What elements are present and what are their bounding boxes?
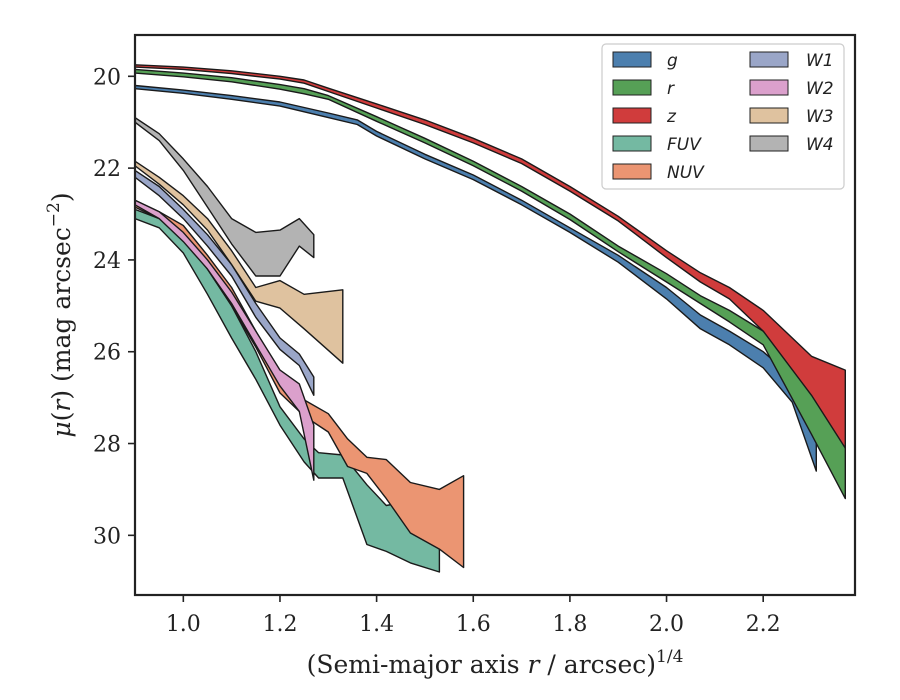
- legend-label-r: r: [667, 79, 675, 99]
- y-axis-ticks: 20 22 24 26 28 30: [93, 65, 135, 549]
- legend-swatch-w4: [749, 135, 789, 152]
- legend-swatch-r: [612, 79, 652, 96]
- legend-swatch-w3: [749, 107, 789, 124]
- band-areas: [135, 64, 846, 573]
- legend-label-nuv: NUV: [667, 163, 705, 183]
- legend-label-w2: W2: [806, 79, 834, 99]
- x-tick-label: 2.0: [649, 612, 684, 637]
- x-tick-label: 2.2: [746, 612, 781, 637]
- legend-swatch-z: [612, 107, 652, 124]
- x-tick-label: 1.0: [166, 612, 201, 637]
- y-axis-title: μ(r) (mag arcsec−2): [44, 192, 76, 437]
- band-w4: [135, 116, 315, 277]
- legend-label-g: g: [667, 51, 678, 71]
- legend-label-w3: W3: [806, 107, 834, 127]
- legend-swatch-g: [612, 51, 652, 68]
- band-w2: [135, 199, 315, 481]
- band-r: [135, 68, 846, 500]
- legend-swatch-fuv: [612, 135, 652, 152]
- band-w1: [135, 169, 315, 396]
- y-tick-label: 30: [93, 524, 121, 549]
- band-fuv: [135, 208, 441, 573]
- x-axis-ticks: 1.0 1.2 1.4 1.6 1.8 2.0 2.2: [166, 595, 781, 637]
- x-axis-title: (Semi-major axis r / arcsec)1/4: [307, 647, 684, 679]
- x-tick-label: 1.8: [552, 612, 587, 637]
- legend-label-z: z: [666, 107, 677, 127]
- y-tick-label: 28: [93, 433, 121, 458]
- band-w3: [135, 160, 344, 364]
- y-tick-label: 26: [93, 341, 121, 366]
- y-tick-label: 20: [93, 65, 121, 90]
- legend-swatch-nuv: [612, 163, 652, 180]
- legend-swatch-w2: [749, 79, 789, 96]
- y-tick-label: 24: [93, 249, 121, 274]
- y-tick-label: 22: [93, 157, 121, 182]
- legend-label-w1: W1: [806, 51, 834, 71]
- band-z: [135, 64, 846, 449]
- x-tick-label: 1.2: [262, 612, 297, 637]
- x-tick-label: 1.4: [359, 612, 394, 637]
- legend-label-fuv: FUV: [667, 135, 702, 155]
- plot-frame: [133, 33, 857, 597]
- band-g: [135, 84, 817, 472]
- legend-label-w4: W4: [806, 135, 834, 155]
- x-tick-label: 1.6: [456, 612, 491, 637]
- legend-swatch-w1: [749, 51, 789, 68]
- legend: grz FUV NUV W1 W2 W3 W4: [601, 43, 845, 190]
